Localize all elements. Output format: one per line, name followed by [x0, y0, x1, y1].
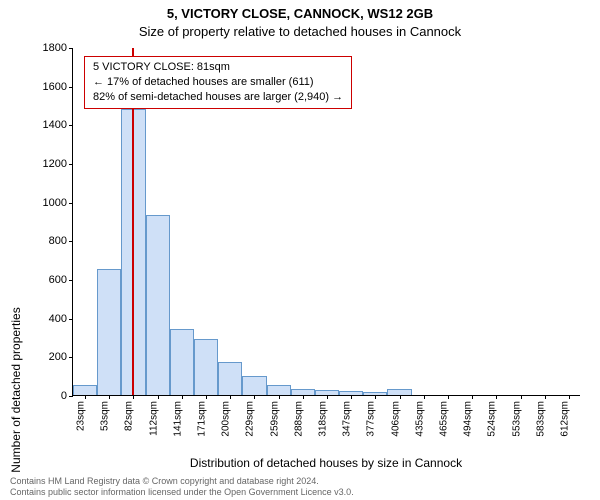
x-tick-label: 347sqm: [342, 401, 353, 437]
x-tick-mark: [400, 395, 401, 399]
y-tick-mark: [69, 280, 73, 281]
x-tick-mark: [109, 395, 110, 399]
x-tick-label: 82sqm: [124, 401, 135, 431]
footer: Contains HM Land Registry data © Crown c…: [10, 476, 590, 499]
x-tick-label: 259sqm: [269, 401, 280, 437]
y-tick-mark: [69, 319, 73, 320]
y-tick-mark: [69, 357, 73, 358]
histogram-bar: [267, 385, 291, 395]
histogram-bar: [73, 385, 97, 395]
x-axis-label: Distribution of detached houses by size …: [72, 456, 580, 470]
x-tick-label: 465sqm: [438, 401, 449, 437]
chart-title-address: 5, VICTORY CLOSE, CANNOCK, WS12 2GB: [0, 6, 600, 21]
y-tick-mark: [69, 203, 73, 204]
y-tick-label: 0: [33, 390, 73, 402]
y-tick-mark: [69, 396, 73, 397]
histogram-bar: [146, 215, 170, 395]
x-tick-label: 524sqm: [487, 401, 498, 437]
x-tick-mark: [448, 395, 449, 399]
chart-container: 5, VICTORY CLOSE, CANNOCK, WS12 2GB Size…: [0, 0, 600, 500]
histogram-bar: [97, 269, 121, 395]
y-tick-label: 800: [33, 235, 73, 247]
x-tick-label: 435sqm: [414, 401, 425, 437]
x-tick-label: 200sqm: [221, 401, 232, 437]
x-tick-mark: [254, 395, 255, 399]
x-tick-mark: [496, 395, 497, 399]
x-tick-mark: [521, 395, 522, 399]
x-tick-label: 377sqm: [366, 401, 377, 437]
y-tick-mark: [69, 241, 73, 242]
x-tick-mark: [85, 395, 86, 399]
y-tick-label: 1000: [33, 197, 73, 209]
info-box-line1: 5 VICTORY CLOSE: 81sqm: [93, 60, 343, 75]
x-tick-mark: [182, 395, 183, 399]
info-box-line3: 82% of semi-detached houses are larger (…: [93, 90, 343, 105]
info-box-line2: ← 17% of detached houses are smaller (61…: [93, 75, 343, 90]
x-tick-label: 288sqm: [293, 401, 304, 437]
x-tick-mark: [569, 395, 570, 399]
x-tick-mark: [545, 395, 546, 399]
histogram-bar: [242, 376, 266, 395]
x-tick-mark: [230, 395, 231, 399]
y-tick-label: 1200: [33, 158, 73, 170]
footer-line2: Contains public sector information licen…: [10, 487, 590, 498]
x-tick-label: 141sqm: [172, 401, 183, 437]
x-tick-label: 406sqm: [390, 401, 401, 437]
y-tick-label: 200: [33, 351, 73, 363]
x-tick-mark: [303, 395, 304, 399]
y-tick-mark: [69, 125, 73, 126]
y-tick-mark: [69, 48, 73, 49]
y-tick-label: 1600: [33, 81, 73, 93]
y-axis-label: Number of detached properties: [9, 50, 23, 390]
x-tick-mark: [472, 395, 473, 399]
x-tick-label: 553sqm: [511, 401, 522, 437]
x-tick-mark: [158, 395, 159, 399]
x-tick-mark: [351, 395, 352, 399]
x-tick-label: 229sqm: [245, 401, 256, 437]
x-tick-mark: [206, 395, 207, 399]
x-tick-label: 23sqm: [76, 401, 87, 431]
y-tick-label: 400: [33, 313, 73, 325]
x-tick-mark: [279, 395, 280, 399]
x-tick-mark: [375, 395, 376, 399]
footer-line1: Contains HM Land Registry data © Crown c…: [10, 476, 590, 487]
x-tick-mark: [424, 395, 425, 399]
y-tick-label: 1400: [33, 119, 73, 131]
y-tick-mark: [69, 87, 73, 88]
y-tick-mark: [69, 164, 73, 165]
x-tick-mark: [133, 395, 134, 399]
y-tick-label: 1800: [33, 42, 73, 54]
x-tick-label: 112sqm: [148, 401, 159, 436]
x-tick-label: 171sqm: [197, 401, 208, 437]
x-tick-label: 53sqm: [100, 401, 111, 431]
x-tick-label: 318sqm: [318, 401, 329, 437]
histogram-bar: [170, 329, 194, 395]
histogram-bar: [218, 362, 242, 395]
histogram-bar: [194, 339, 218, 395]
chart-title-subtitle: Size of property relative to detached ho…: [0, 24, 600, 39]
x-tick-label: 494sqm: [463, 401, 474, 437]
info-box: 5 VICTORY CLOSE: 81sqm ← 17% of detached…: [84, 56, 352, 109]
y-tick-label: 600: [33, 274, 73, 286]
x-tick-label: 583sqm: [535, 401, 546, 437]
x-tick-label: 612sqm: [559, 401, 570, 437]
x-tick-mark: [327, 395, 328, 399]
